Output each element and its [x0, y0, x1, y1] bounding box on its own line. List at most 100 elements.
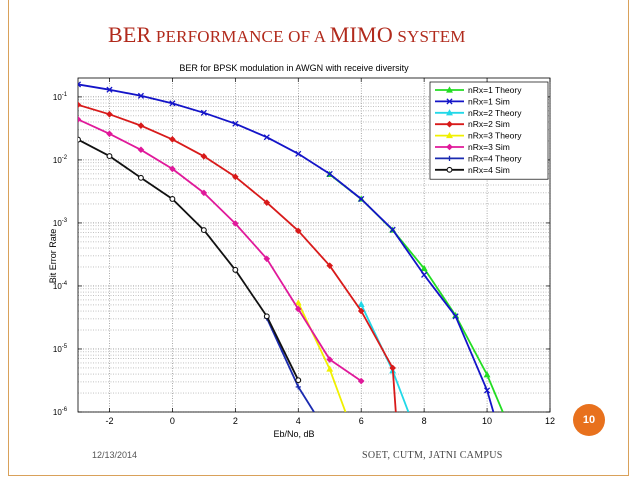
legend-label: nRx=3 Theory [468, 131, 522, 141]
title-part-2: PERFORMANCE OF A [151, 27, 330, 46]
data-point-stroke [78, 81, 82, 86]
y-tick-label: 10-5 [53, 344, 68, 354]
data-point [326, 356, 334, 363]
legend-label: nRx=4 Sim [468, 165, 510, 175]
slide-title: BER PERFORMANCE OF A MIMO SYSTEM [108, 22, 466, 48]
data-point [452, 313, 459, 320]
footer-date: 12/13/2014 [92, 450, 138, 460]
series-nrx-1-sim [78, 81, 495, 412]
legend-entry: nRx=4 Theory [435, 153, 522, 163]
data-point [200, 189, 208, 197]
data-point [106, 153, 113, 160]
data-point [200, 109, 207, 116]
data-point [169, 196, 176, 202]
legend-label: nRx=2 Sim [468, 119, 510, 129]
legend-entry: nRx=4 Sim [435, 165, 510, 175]
legend-entry: nRx=1 Theory [435, 85, 522, 95]
data-point [137, 122, 145, 129]
data-point [169, 100, 176, 107]
series-line [78, 138, 300, 381]
y-axis-label: Bit Error Rate [48, 229, 58, 284]
data-point [295, 150, 302, 157]
title-part-4: SYSTEM [392, 27, 466, 46]
data-point [484, 387, 491, 394]
data-point-stroke [232, 120, 239, 127]
footer-source: SOET, CUTM, JATNI CAMPUS [362, 450, 503, 461]
data-point [326, 170, 333, 177]
data-point [420, 264, 428, 271]
data-point [326, 262, 334, 269]
legend-box [429, 81, 549, 180]
series-nrx-2-sim [78, 101, 397, 412]
data-point [446, 166, 453, 173]
x-tick-label: 2 [233, 416, 238, 426]
data-point-stroke [446, 98, 453, 105]
y-tick-label: 10-2 [53, 155, 68, 165]
data-point-stroke [200, 109, 207, 116]
x-tick-label: -2 [105, 416, 113, 426]
data-point [106, 130, 113, 138]
legend-entry: nRx=1 Sim [435, 96, 510, 106]
y-tick-label: 10-6 [53, 407, 68, 417]
chart-title: BER for BPSK modulation in AWGN with rec… [179, 63, 409, 73]
data-point-stroke [137, 92, 144, 99]
data-point [200, 153, 208, 160]
slide-border [8, 0, 629, 476]
legend-label: nRx=2 Theory [468, 108, 522, 118]
data-point [294, 227, 302, 235]
data-point [232, 266, 239, 273]
data-point [137, 92, 144, 99]
x-tick-label: 6 [359, 416, 364, 426]
data-point [263, 255, 271, 263]
legend-label: nRx=1 Theory [468, 85, 522, 95]
series-nrx-3-sim [78, 116, 365, 385]
series-nrx-4-sim [78, 136, 302, 384]
data-point [78, 81, 82, 88]
x-tick-label: 8 [422, 416, 427, 426]
data-point [232, 173, 239, 181]
x-tick-label: 0 [170, 416, 175, 426]
x-tick-label: 10 [482, 416, 492, 426]
data-point-stroke [78, 83, 82, 88]
data-point [294, 299, 302, 306]
data-point [106, 86, 113, 93]
data-point [137, 146, 145, 154]
data-point [295, 384, 301, 390]
data-point [137, 174, 144, 181]
data-point [294, 305, 302, 313]
data-point [358, 195, 365, 203]
data-point [263, 134, 270, 141]
data-point [169, 165, 176, 173]
legend-entry: nRx=3 Theory [435, 131, 522, 141]
x-tick-label: 4 [296, 416, 301, 426]
data-point [169, 136, 176, 143]
data-point [78, 101, 82, 109]
data-point [446, 86, 453, 93]
legend-entry: nRx=2 Sim [435, 119, 510, 129]
series-line [78, 103, 397, 412]
data-point-stroke [169, 100, 176, 107]
data-point [357, 377, 365, 385]
y-tick-label: 10-1 [53, 92, 68, 102]
y-tick-label: 10-3 [53, 218, 68, 228]
data-point [483, 371, 491, 378]
page-number-badge: 10 [573, 404, 605, 436]
legend-label: nRx=1 Sim [468, 96, 510, 106]
data-point [389, 364, 396, 372]
data-point [106, 110, 113, 118]
data-point [200, 227, 207, 234]
x-tick-label: 12 [545, 416, 555, 426]
data-point [78, 136, 81, 143]
data-point-stroke [263, 134, 270, 141]
series-line [78, 118, 362, 382]
data-point [263, 199, 271, 206]
data-point [446, 131, 453, 139]
data-point [295, 377, 302, 384]
data-point [232, 220, 239, 227]
legend-entry: nRx=2 Theory [435, 108, 522, 118]
data-point [326, 365, 334, 372]
legend-label: nRx=4 Theory [468, 153, 522, 163]
data-point [263, 313, 270, 320]
data-point-stroke [358, 195, 365, 203]
